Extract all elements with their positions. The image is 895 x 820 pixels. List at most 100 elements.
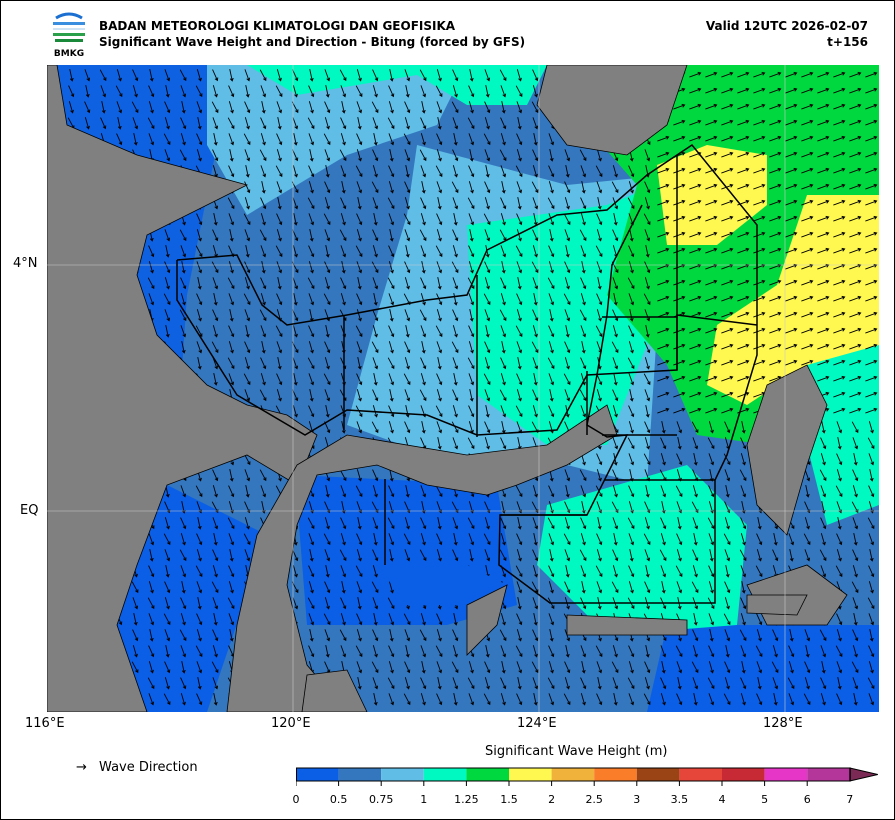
wave-arrow (179, 69, 187, 82)
wave-arrow (500, 117, 507, 130)
wave-arrow (356, 309, 362, 322)
wave-arrow (597, 517, 602, 530)
wave-arrow (741, 581, 746, 594)
wave-arrow (739, 549, 747, 562)
wave-arrow (579, 149, 587, 162)
lat-tick: 4°N (13, 256, 38, 271)
wave-arrow (499, 309, 507, 322)
wave-arrow (580, 213, 586, 226)
wave-arrow (579, 389, 587, 402)
wave-arrow (197, 597, 202, 610)
wave-arrow (453, 693, 458, 706)
wave-arrow (357, 517, 362, 530)
wave-arrow (785, 199, 798, 206)
wave-arrow (740, 645, 747, 658)
wave-arrow (389, 309, 394, 322)
wave-arrow (277, 357, 282, 370)
wave-arrow (725, 645, 730, 658)
wave-arrow (819, 629, 827, 642)
wave-arrow (769, 215, 782, 222)
wave-arrow (500, 165, 507, 178)
wave-arrow (673, 295, 686, 302)
wave-arrow (789, 549, 794, 562)
wave-arrow (372, 517, 379, 530)
colorbar-tick-label: 0.75 (368, 793, 394, 806)
wave-arrow (420, 613, 426, 626)
wave-arrow (131, 101, 139, 114)
wave-arrow (436, 341, 443, 354)
wave-arrow (564, 197, 570, 210)
wave-arrow (548, 293, 555, 306)
wave-arrow (580, 485, 587, 498)
wave-arrow (373, 613, 378, 626)
wave-arrow (657, 231, 670, 238)
wave-arrow (131, 661, 139, 674)
wave-arrow (753, 103, 766, 110)
wave-arrow (612, 645, 618, 658)
wave-arrow (451, 101, 459, 114)
wave-arrow (549, 229, 554, 242)
wave-arrow (180, 597, 187, 610)
wave-arrow (372, 309, 379, 322)
colorbar-segment (296, 768, 339, 781)
wave-arrow (499, 629, 507, 642)
wave-arrow (564, 581, 571, 594)
wave-arrow (420, 485, 427, 498)
wave-arrow (740, 453, 746, 466)
wave-arrow (484, 341, 491, 354)
wave-arrow (452, 117, 459, 130)
lon-tick: 124°E (517, 716, 557, 731)
wave-arrow (595, 645, 603, 658)
wave-arrow (227, 357, 235, 370)
wave-arrow (755, 565, 763, 578)
wave-arrow (865, 279, 878, 286)
wave-arrow (515, 85, 523, 98)
wave-arrow (692, 485, 698, 498)
wave-arrow (723, 693, 731, 706)
wave-arrow (676, 453, 683, 466)
wave-arrow (611, 341, 619, 354)
wave-arrow (627, 677, 635, 690)
wave-arrow (645, 565, 650, 578)
wave-arrow (484, 661, 491, 674)
lon-tick: 128°E (763, 716, 803, 731)
wave-arrow (677, 677, 682, 690)
wave-arrow (804, 501, 811, 514)
land-sulawesi-east (466, 584, 508, 656)
wave-arrow (531, 581, 539, 594)
wave-arrow (196, 149, 202, 162)
wave-arrow (547, 357, 555, 370)
wave-arrow (388, 661, 394, 674)
wave-arrow (229, 229, 234, 242)
wave-arrow (564, 261, 571, 274)
wave-arrow (627, 277, 635, 290)
wave-arrow (753, 135, 766, 142)
wave-arrow (769, 71, 782, 78)
wave-arrow (211, 581, 219, 594)
wave-arrow (163, 693, 171, 706)
wave-arrow (308, 85, 315, 98)
organization-name: BADAN METEOROLOGI KLIMATOLOGI DAN GEOFIS… (99, 19, 456, 33)
colorbar-segment (466, 768, 509, 781)
wave-arrow (737, 327, 750, 334)
wave-arrow (753, 375, 766, 382)
wave-arrow (865, 359, 878, 366)
wave-arrow (788, 645, 795, 658)
wave-arrow (516, 213, 523, 226)
wave-arrow (467, 277, 475, 290)
wave-arrow (387, 117, 395, 130)
wave-arrow (564, 149, 571, 162)
wave-arrow (388, 581, 394, 594)
wave-arrow (740, 693, 746, 706)
wave-arrow (436, 629, 442, 642)
wave-arrow (833, 103, 846, 110)
wave-arrow (373, 293, 378, 306)
wave-arrow (801, 311, 814, 318)
wave-arrow (548, 693, 555, 706)
wave-arrow (389, 389, 394, 402)
wave-arrow (801, 327, 814, 334)
wave-arrow (849, 183, 862, 190)
wave-arrow (340, 277, 347, 290)
wave-arrow (580, 405, 587, 418)
colorbar-segment (509, 768, 552, 781)
